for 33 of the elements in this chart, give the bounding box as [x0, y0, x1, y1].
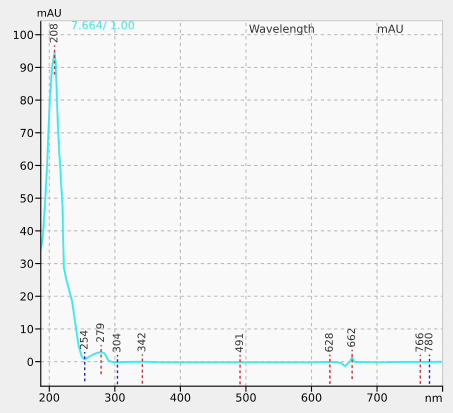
y-tick-label: 80	[20, 96, 34, 104]
y-axis-title: mAU	[38, 9, 61, 17]
line-series	[40, 52, 443, 368]
y-tick-label: 60	[20, 161, 34, 170]
annotation: Wavelength	[249, 24, 314, 36]
y-tick-label: 50	[20, 194, 34, 203]
y-tick-label: 20	[20, 292, 34, 301]
annotation: 662	[347, 328, 356, 347]
y-tick-label: 40	[20, 226, 34, 236]
y-tick-label: 30	[20, 260, 34, 268]
annotation: 254	[80, 330, 88, 350]
annotation: 304	[112, 333, 120, 352]
annotation: 491	[235, 334, 244, 352]
y-tick-label: 0	[27, 358, 34, 366]
annotation: 208	[50, 24, 58, 42]
annotation: 780	[424, 333, 432, 352]
x-tick-label: 200	[40, 393, 60, 402]
x-tick-label: 400	[170, 393, 190, 402]
annotation: 766	[415, 333, 424, 352]
x-tick-label: 600	[302, 393, 322, 402]
annotation: 628	[324, 333, 333, 352]
y-tick-label: 10	[20, 324, 34, 334]
y-tick-label: 100	[14, 30, 34, 40]
x-tick-label: 500	[236, 393, 256, 402]
x-tick-label: 300	[105, 393, 125, 402]
annotation: 7.664/ 1.00	[72, 20, 134, 30]
y-tick-label: 70	[20, 128, 34, 138]
x-axis-title: nm	[426, 396, 442, 402]
annotation: mAU	[378, 24, 403, 33]
annotation: 279	[96, 324, 104, 342]
y-tick-label: 90	[20, 63, 34, 72]
x-tick-label: 700	[367, 393, 387, 402]
annotation: 342	[138, 333, 146, 352]
